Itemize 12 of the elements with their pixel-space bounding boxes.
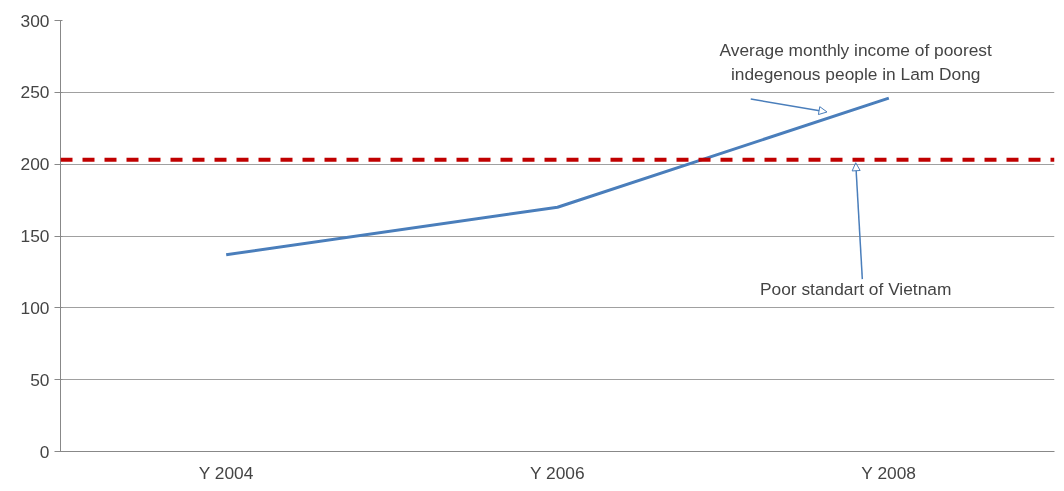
x-tick-label: Y 2008 <box>861 462 916 483</box>
y-tick-label: 200 <box>20 154 50 175</box>
y-tick-label: 150 <box>20 226 50 246</box>
x-tick-label: Y 2004 <box>198 462 254 483</box>
y-tick-label: 250 <box>20 82 50 103</box>
x-tick-label: Y 2006 <box>530 462 585 483</box>
ref-line-label: Poor standart of Vietnam <box>760 279 952 300</box>
y-tick-label: 300 <box>20 10 50 31</box>
y-tick-label: 50 <box>30 369 50 390</box>
y-tick-label: 100 <box>20 297 50 318</box>
y-tick-label: 0 <box>39 441 50 462</box>
text: Average monthly income of poorest indegenous people in Lam Dong <box>719 39 993 84</box>
